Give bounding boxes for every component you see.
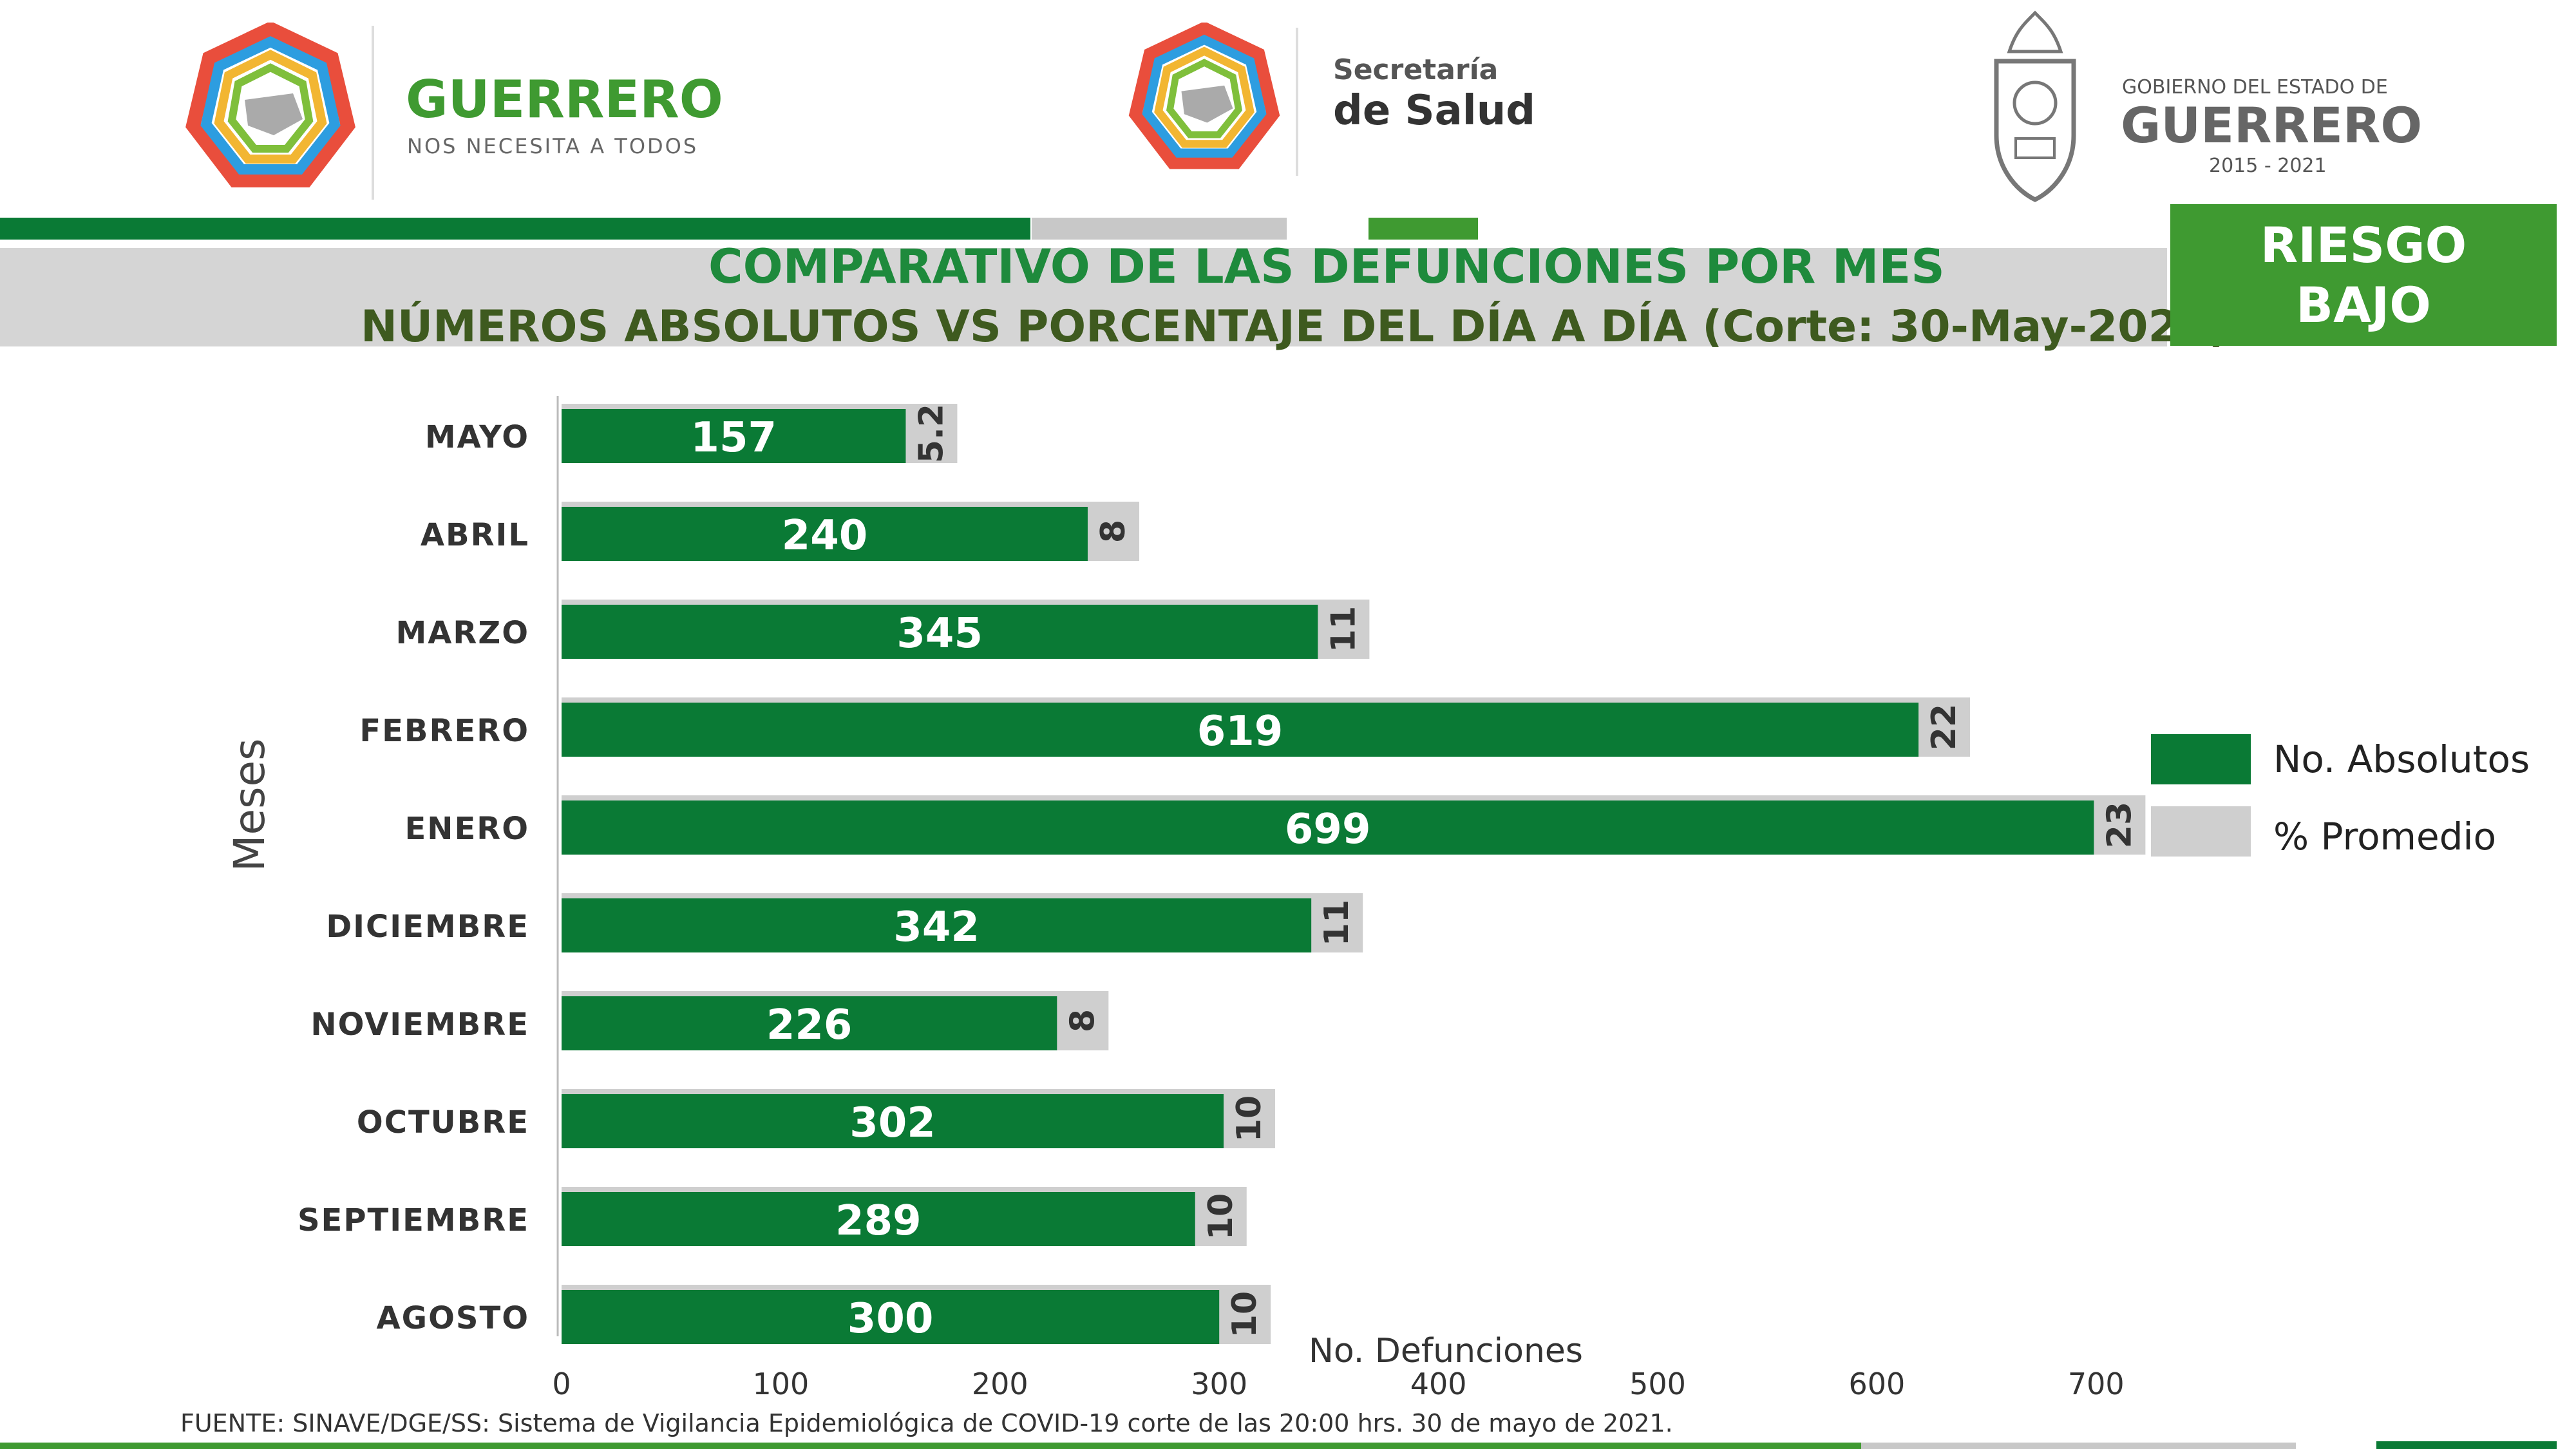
x-axis-title: No. Defunciones (1309, 1332, 1583, 1370)
salud-emblem-icon (1128, 23, 1280, 169)
logo-left-name: GUERRERO (406, 70, 723, 129)
legend-swatch-promedio (2151, 806, 2251, 857)
x-tick-label: 100 (752, 1367, 809, 1401)
legend-label-promedio: % Promedio (2273, 815, 2497, 858)
absolute-bar (562, 996, 1057, 1050)
source-note: FUENTE: SINAVE/DGE/SS: Sistema de Vigila… (180, 1409, 1673, 1437)
guerrero-emblem-icon (185, 23, 355, 187)
category-label: SEPTIEMBRE (298, 1202, 529, 1238)
absolute-value-label: 289 (835, 1197, 922, 1245)
logo-right: GOBIERNO DEL ESTADO DE GUERRERO 2015 - 2… (1958, 6, 2447, 213)
x-tick-label: 200 (972, 1367, 1028, 1401)
absolute-bar (562, 1192, 1195, 1246)
absolute-value-label: 226 (766, 1001, 853, 1049)
bottom-stripe-gray (1861, 1443, 2296, 1449)
percent-value-label: 11 (1324, 606, 1363, 652)
absolute-value-label: 240 (782, 512, 868, 560)
logo-right-years: 2015 - 2021 (2209, 155, 2327, 177)
legend-swatch-absolutos (2151, 734, 2251, 784)
top-stripe-accent (1368, 218, 1478, 240)
x-tick-label: 0 (552, 1367, 571, 1401)
x-tick-label: 500 (1629, 1367, 1686, 1401)
absolute-value-label: 302 (849, 1099, 936, 1147)
percent-value-label: 10 (1230, 1095, 1269, 1142)
logo-center: Secretaría de Salud (1127, 23, 1578, 196)
y-axis-title: Meses (225, 739, 274, 872)
chart-title: COMPARATIVO DE LAS DEFUNCIONES POR MES (708, 240, 1945, 294)
absolute-bar (562, 800, 2094, 855)
percent-value-label: 11 (1318, 900, 1356, 946)
percent-value-label: 10 (1226, 1291, 1264, 1338)
chart-subtitle: NÚMEROS ABSOLUTOS VS PORCENTAJE DEL DÍA … (361, 301, 2230, 352)
absolute-bar (562, 409, 906, 463)
category-label: ENERO (404, 811, 529, 847)
legend-label-absolutos: No. Absolutos (2273, 737, 2530, 781)
x-tick-label: 300 (1191, 1367, 1247, 1401)
category-label: AGOSTO (377, 1300, 529, 1336)
logo-right-line2: GUERRERO (2121, 97, 2423, 154)
title-band (0, 248, 2167, 346)
x-tick-label: 400 (1410, 1367, 1467, 1401)
logo-left: GUERRERO NOS NECESITA A TODOS (184, 19, 763, 206)
percent-value-label: 23 (2100, 802, 2139, 848)
legend: No. Absolutos % Promedio (2151, 734, 2563, 863)
category-label: OCTUBRE (357, 1104, 529, 1141)
category-label: MARZO (396, 615, 529, 651)
absolute-bar (562, 605, 1318, 659)
absolute-value-label: 300 (848, 1295, 934, 1343)
risk-badge-line2: BAJO (2296, 276, 2431, 334)
risk-badge: RIESGO BAJO (2170, 204, 2557, 346)
top-stripe-green (0, 218, 1030, 240)
logo-left-tagline: NOS NECESITA A TODOS (407, 134, 699, 158)
absolute-value-label: 699 (1285, 806, 1371, 853)
absolute-bar (562, 1290, 1220, 1344)
risk-badge-line1: RIESGO (2260, 216, 2467, 274)
x-tick-label: 600 (1848, 1367, 1905, 1401)
percent-value-label: 8 (1063, 1009, 1102, 1032)
category-label: MAYO (425, 419, 529, 455)
absolute-bar (562, 703, 1919, 757)
absolute-value-label: 342 (893, 904, 980, 951)
logo-center-line2: de Salud (1333, 87, 1536, 135)
category-label: NOVIEMBRE (310, 1007, 529, 1043)
logo-right-line1: GOBIERNO DEL ESTADO DE (2122, 76, 2388, 99)
absolute-bar (562, 1094, 1224, 1148)
absolute-bar (562, 507, 1088, 561)
bottom-stripe-green (0, 1443, 1861, 1449)
absolute-value-label: 619 (1197, 708, 1283, 755)
category-label: DICIEMBRE (326, 909, 529, 945)
category-label: FEBRERO (359, 713, 529, 749)
state-coat-of-arms-icon (1994, 10, 2076, 202)
x-tick-label: 700 (2068, 1367, 2125, 1401)
percent-value-label: 5.2 (912, 404, 951, 463)
bottom-stripe-accent (2376, 1441, 2557, 1449)
percent-value-label: 8 (1094, 520, 1133, 543)
absolute-value-label: 345 (896, 610, 983, 658)
category-label: ABRIL (421, 517, 529, 553)
percent-value-label: 22 (1925, 704, 1964, 750)
percent-value-label: 10 (1202, 1193, 1240, 1240)
absolute-value-label: 157 (690, 414, 777, 462)
top-stripe-gray (1032, 218, 1287, 240)
absolute-bar (562, 898, 1312, 952)
bar-chart: 157 5.2 MAYO 240 8 ABRIL 345 11 MARZO 619 22 FEBRER… (225, 396, 2146, 1401)
logo-center-line1: Secretaría (1333, 53, 1499, 86)
